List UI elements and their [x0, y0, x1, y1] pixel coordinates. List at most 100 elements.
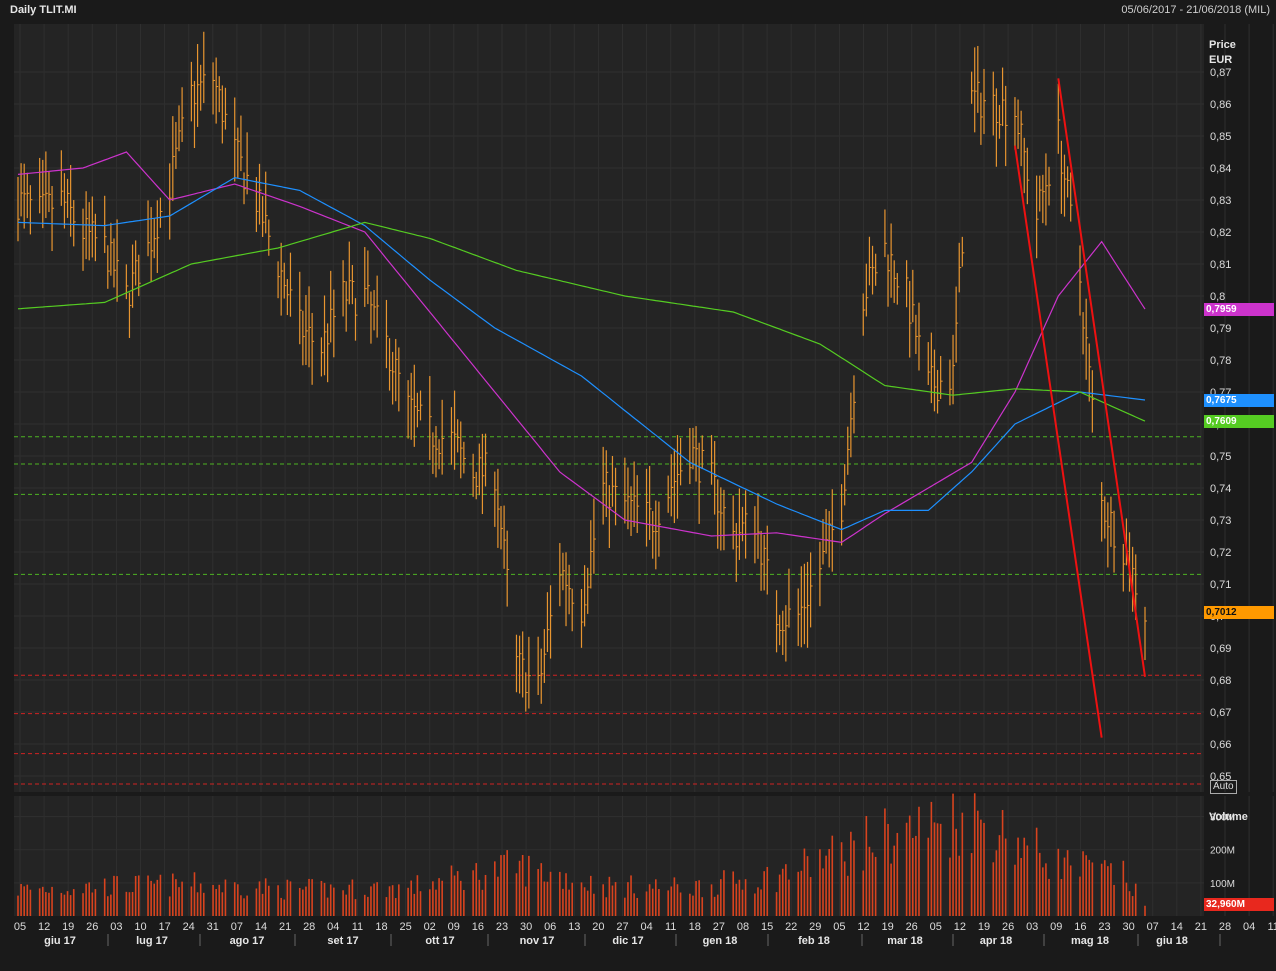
day-tick-label: 05: [930, 921, 942, 933]
volume-bar: [710, 884, 713, 916]
volume-bar: [453, 875, 456, 916]
volume-bar: [645, 891, 648, 916]
volume-bar: [571, 882, 574, 916]
volume-value-tag: 32,960M: [1204, 898, 1274, 912]
volume-bar: [692, 895, 694, 916]
volume-bar: [933, 822, 936, 916]
volume-bar: [778, 874, 781, 916]
volume-bar: [1042, 867, 1044, 916]
volume-bar: [506, 850, 508, 916]
volume-bar: [85, 883, 87, 916]
volume-bar: [351, 879, 354, 916]
volume-bar: [156, 879, 159, 916]
volume-bar: [874, 856, 877, 916]
volume-bar: [766, 866, 769, 916]
price-tick-label: 0,84: [1210, 163, 1231, 175]
month-label: gen 18: [703, 935, 738, 947]
volume-axis-title: Volume: [1209, 811, 1248, 823]
price-tick-label: 0,66: [1210, 739, 1231, 751]
volume-bar: [667, 890, 669, 916]
volume-bar: [583, 887, 586, 916]
day-tick-label: 06: [544, 921, 556, 933]
volume-bar: [51, 886, 53, 916]
day-tick-label: 04: [327, 921, 339, 933]
moving-average-line-1: [17, 151, 1146, 544]
day-tick-label: 08: [737, 921, 749, 933]
volume-bar: [630, 875, 632, 916]
day-tick-label: 03: [1026, 921, 1038, 933]
volume-bar: [305, 886, 307, 916]
volume-bar: [233, 882, 236, 916]
day-tick-label: 21: [279, 921, 291, 933]
volume-bar: [137, 875, 140, 916]
day-tick-label: 19: [881, 921, 893, 933]
volume-bar: [893, 845, 896, 916]
volume-bar: [484, 874, 487, 916]
volume-bar: [202, 892, 205, 916]
volume-bar: [1026, 845, 1029, 916]
volume-bar: [871, 852, 874, 916]
volume-bar: [1125, 882, 1128, 916]
volume-bar: [193, 872, 196, 916]
volume-bar: [992, 862, 995, 916]
volume-bar: [843, 861, 846, 916]
month-label: ago 17: [230, 935, 265, 947]
volume-bar: [785, 864, 787, 916]
volume-bar: [884, 808, 886, 916]
auto-scale-button[interactable]: Auto: [1210, 780, 1237, 794]
volume-bar: [1023, 837, 1026, 916]
volume-bar: [1107, 866, 1109, 916]
volume-bar: [732, 871, 735, 916]
volume-bar: [66, 891, 69, 916]
month-label: mag 18: [1071, 935, 1109, 947]
price-tick-label: 0,85: [1210, 131, 1231, 143]
volume-bar: [887, 823, 889, 916]
volume-bar: [320, 880, 323, 916]
volume-bar: [134, 875, 137, 916]
volume-bar: [323, 882, 326, 916]
volume-bar: [797, 871, 800, 916]
price-tick-label: 0,75: [1210, 451, 1231, 463]
volume-bar: [106, 896, 109, 916]
volume-bar: [376, 882, 378, 916]
volume-bar: [809, 877, 812, 916]
volume-bar: [147, 875, 149, 916]
day-tick-label: 26: [906, 921, 918, 933]
volume-bar: [911, 837, 914, 916]
volume-bar: [391, 885, 394, 916]
day-tick-label: 21: [1195, 921, 1207, 933]
volume-bar: [456, 871, 459, 916]
volume-bar: [1060, 879, 1063, 916]
month-label: ott 17: [425, 935, 454, 947]
price-tick-label: 0,71: [1210, 579, 1231, 591]
price-tick-label: 0,78: [1210, 355, 1231, 367]
price-axis-title-line2: EUR: [1209, 54, 1233, 66]
volume-bar: [23, 886, 25, 916]
volume-bar: [695, 881, 697, 916]
volume-bar: [329, 884, 332, 916]
day-tick-label: 10: [134, 921, 146, 933]
volume-bar: [1045, 863, 1047, 916]
volume-bar: [113, 875, 115, 916]
volume-bar: [398, 884, 400, 916]
month-label: giu 17: [44, 935, 76, 947]
volume-bar: [478, 879, 481, 916]
day-tick-label: 15: [761, 921, 773, 933]
day-tick-label: 12: [954, 921, 966, 933]
volume-bar: [326, 897, 329, 916]
volume-bar: [172, 873, 174, 916]
volume-bar: [862, 870, 865, 916]
volume-bar: [438, 878, 440, 916]
volume-bar: [373, 883, 375, 916]
volume-bar: [905, 822, 908, 916]
volume-bar: [385, 897, 388, 916]
volume-bar: [17, 895, 19, 916]
volume-bar: [1131, 896, 1134, 916]
volume-bar: [515, 873, 518, 916]
date-range: 05/06/2017 - 21/06/2018 (MIL): [1121, 4, 1270, 16]
day-tick-label: 11: [665, 921, 676, 933]
volume-bar: [289, 881, 292, 916]
price-tick-label: 0,82: [1210, 227, 1231, 239]
